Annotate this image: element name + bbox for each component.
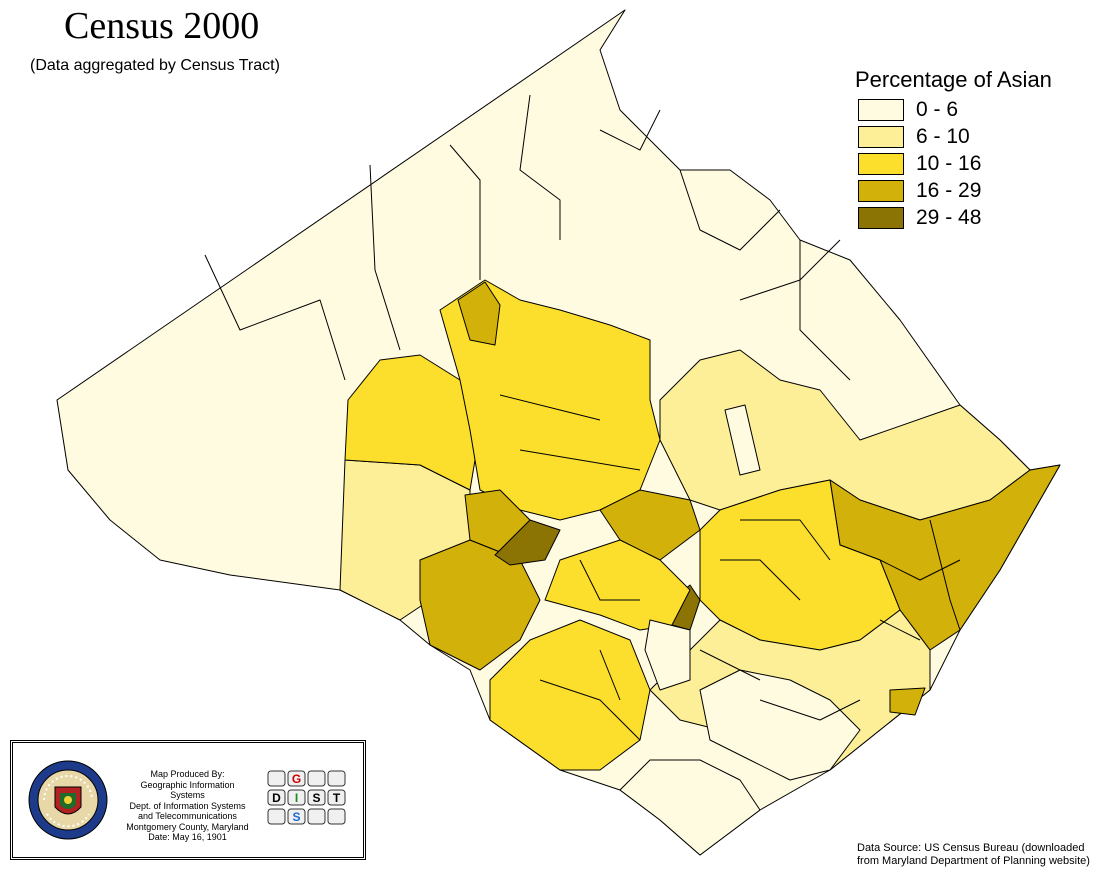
legend-item: 0 - 6 (855, 96, 1052, 123)
legend-label: 10 - 16 (916, 151, 982, 175)
tract-16-29 (889, 687, 926, 716)
legend-swatch (858, 179, 904, 202)
legend-item: 29 - 48 (855, 204, 1052, 231)
credit-text: Map Produced By: Geographic Information … (125, 769, 250, 843)
credit-line: Montgomery County, Maryland (126, 821, 249, 832)
map-title: Census 2000 (64, 5, 260, 47)
tract-0-6 (724, 404, 761, 476)
data-source-note: Data Source: US Census Bureau (downloade… (857, 842, 1090, 868)
tract-29-48 (494, 519, 561, 566)
legend-item: 10 - 16 (855, 150, 1052, 177)
tract-10-16 (489, 619, 651, 771)
county-seal-icon (28, 760, 108, 840)
svg-text:D: D (272, 791, 281, 805)
legend-title: Percentage of Asian (855, 67, 1052, 92)
svg-text:S: S (312, 791, 320, 805)
tract-boundary-lines (204, 94, 961, 741)
credit-box: Map Produced By: Geographic Information … (10, 740, 366, 860)
tract-0-6 (619, 759, 761, 856)
legend-label: 0 - 6 (916, 97, 959, 121)
gis-logo-icon: G D I S T S (267, 770, 346, 825)
tract-0-6 (644, 619, 691, 691)
legend-swatch (858, 152, 904, 175)
legend: Percentage of Asian 0 - 6 6 - 10 10 - 16… (855, 66, 1052, 231)
legend-item: 6 - 10 (855, 123, 1052, 150)
credit-line: Dept. of Information Systems (129, 800, 246, 811)
source-line: from Maryland Department of Planning web… (857, 855, 1090, 867)
tract-0-6 (699, 669, 861, 781)
credit-line: and Telecommunications (138, 811, 237, 821)
legend-label: 16 - 29 (916, 178, 982, 202)
legend-label: 29 - 48 (916, 205, 982, 229)
svg-text:I: I (295, 791, 298, 805)
legend-swatch (858, 206, 904, 229)
legend-item: 16 - 29 (855, 177, 1052, 204)
legend-label: 6 - 10 (916, 124, 970, 148)
legend-swatch (858, 98, 904, 121)
credit-line: Map Produced By: (150, 769, 225, 779)
legend-swatch (858, 125, 904, 148)
svg-text:S: S (292, 810, 300, 824)
source-line: Data Source: US Census Bureau (downloade… (857, 842, 1085, 854)
svg-text:G: G (292, 772, 301, 786)
map-subtitle: (Data aggregated by Census Tract) (30, 57, 280, 74)
credit-line: Date: May 16, 1901 (148, 832, 227, 842)
svg-text:T: T (333, 791, 341, 805)
credit-line: Geographic Information Systems (140, 779, 235, 801)
tract-16-29 (457, 281, 501, 346)
